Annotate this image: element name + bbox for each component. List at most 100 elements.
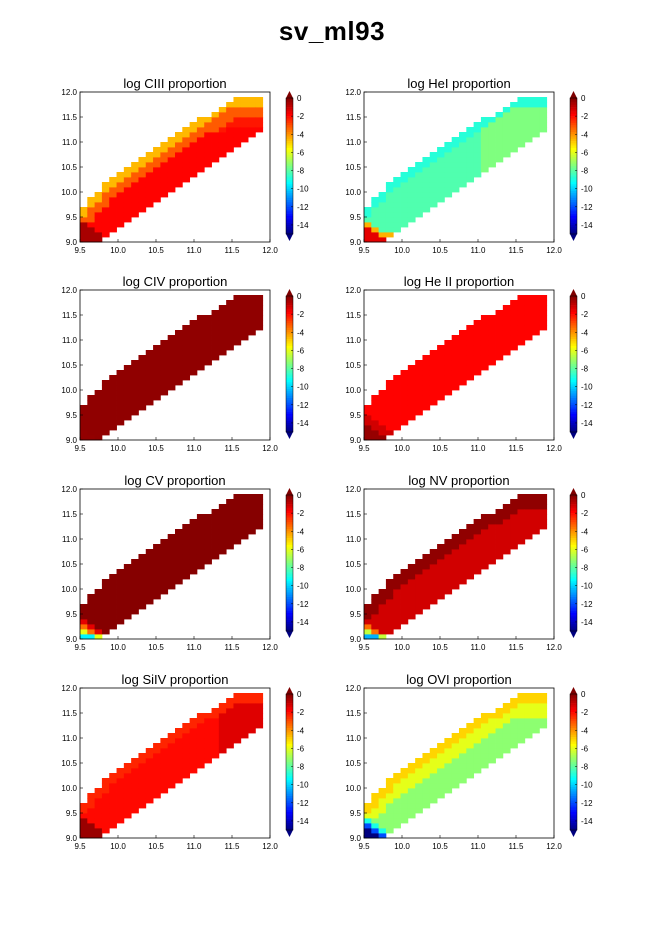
colorbar-segment: [570, 583, 577, 586]
heatmap-cell: [226, 713, 234, 719]
heatmap-cell: [510, 315, 518, 321]
heatmap-cell: [444, 589, 453, 595]
heatmap-cell: [218, 539, 227, 545]
chart-title: log HeI proportion: [407, 76, 511, 91]
heatmap-cell: [510, 728, 518, 734]
heatmap-cell: [145, 559, 154, 565]
heatmap-cell: [226, 137, 234, 143]
y-tick-label: 11.5: [62, 311, 78, 320]
heatmap-cell: [226, 132, 234, 138]
heatmap-cell: [466, 748, 475, 754]
heatmap-cell: [495, 320, 504, 326]
heatmap-cell: [211, 330, 220, 336]
heatmap-cell: [480, 147, 489, 153]
heatmap-cell: [378, 594, 387, 600]
heatmap-cell: [153, 177, 161, 183]
heatmap-cell: [153, 584, 161, 590]
heatmap-cell: [378, 207, 387, 213]
colorbar-segment: [570, 350, 577, 353]
colorbar-segment: [570, 227, 577, 230]
heatmap-cell: [196, 325, 205, 331]
colorbar-segment: [286, 531, 293, 534]
heatmap-cell: [415, 778, 423, 784]
heatmap-cell: [167, 137, 176, 143]
heatmap-cell: [196, 340, 205, 346]
heatmap-cell: [510, 733, 518, 739]
colorbar-segment: [570, 538, 577, 541]
heatmap-cell: [189, 335, 198, 341]
heatmap-cell: [196, 117, 205, 123]
heatmap-cell: [240, 504, 249, 510]
heatmap-cell: [480, 340, 489, 346]
heatmap-cell: [495, 142, 504, 148]
heatmap-cell: [101, 589, 110, 595]
heatmap-cell: [160, 182, 169, 188]
heatmap-cell: [153, 355, 161, 361]
heatmap-cell: [517, 142, 526, 148]
heatmap-cell: [466, 738, 475, 744]
heatmap-cell: [524, 117, 533, 123]
heatmap-cell: [109, 823, 117, 829]
y-tick-label: 10.5: [61, 361, 77, 370]
heatmap-cell: [167, 147, 176, 153]
heatmap-cell: [459, 360, 467, 366]
colorbar-frame: [569, 693, 578, 831]
heatmap-cell: [101, 798, 110, 804]
colorbar-segment: [286, 752, 293, 756]
heatmap-cell: [473, 127, 482, 133]
colorbar-tick-label: -14: [297, 817, 309, 826]
colorbar-segment: [286, 558, 293, 562]
heatmap-cell: [175, 162, 183, 168]
heatmap-cell: [502, 330, 511, 336]
colorbar-segment: [570, 696, 577, 699]
heatmap-cell: [196, 157, 205, 163]
heatmap-cell: [204, 534, 212, 540]
heatmap-cell: [123, 405, 132, 411]
heatmap-cell: [385, 783, 394, 789]
heatmap-cell: [539, 310, 548, 316]
heatmap-cell: [444, 574, 453, 580]
heatmap-cell: [451, 137, 460, 143]
heatmap-cell: [371, 405, 380, 411]
colorbar-tick-label: -10: [297, 185, 309, 194]
heatmap-cell: [116, 773, 125, 779]
x-tick-label: 10.0: [110, 643, 126, 652]
heatmap-cell: [175, 335, 183, 341]
heatmap-cell: [80, 818, 88, 824]
heatmap-cell: [131, 564, 139, 570]
colorbar-segment: [286, 768, 293, 772]
colorbar-segment: [570, 323, 577, 326]
heatmap-cell: [116, 420, 125, 426]
y-tick-label: 9.5: [350, 411, 362, 420]
colorbar-segment: [286, 122, 293, 126]
heatmap-cell: [400, 177, 409, 183]
heatmap-cell: [488, 315, 496, 321]
heatmap-cell: [371, 415, 380, 421]
heatmap-cell: [371, 232, 380, 238]
heatmap-cell: [407, 813, 416, 819]
colorbar-segment: [286, 141, 293, 144]
heatmap-cell: [204, 539, 212, 545]
heatmap-cell: [255, 127, 264, 133]
heatmap-cell: [94, 415, 103, 421]
heatmap-cell: [218, 305, 227, 311]
colorbar-segment: [286, 624, 293, 627]
heatmap-cell: [175, 748, 183, 754]
heatmap-cell: [400, 579, 409, 585]
heatmap-cell: [502, 718, 511, 724]
heatmap-cell: [87, 202, 96, 208]
heatmap-cell: [145, 400, 154, 406]
y-tick-label: 9.5: [350, 610, 362, 619]
heatmap-cell: [502, 514, 511, 520]
y-tick-label: 11.0: [62, 734, 78, 743]
heatmap-cell: [459, 748, 467, 754]
heatmap-cell: [378, 405, 387, 411]
heatmap-cell: [123, 192, 132, 198]
heatmap-cell: [167, 549, 176, 555]
heatmap-cell: [400, 182, 409, 188]
colorbar-segment: [570, 603, 577, 607]
heatmap-cell: [189, 172, 198, 178]
colorbar-tick-label: -10: [297, 582, 309, 591]
x-tick-label: 10.5: [148, 643, 164, 652]
heatmap-cell: [532, 97, 540, 103]
